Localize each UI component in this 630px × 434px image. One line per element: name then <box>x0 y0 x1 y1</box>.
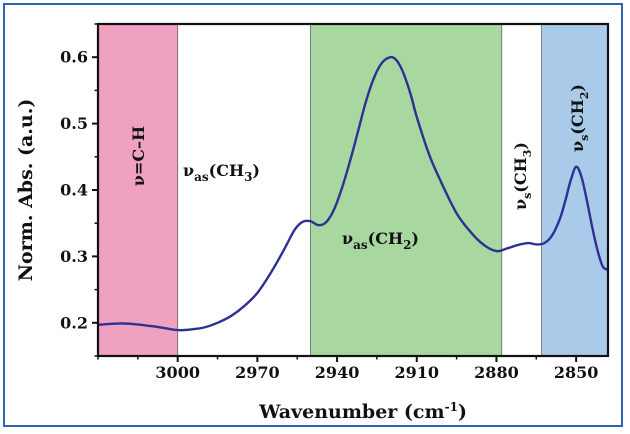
x-tick-label-3000: 3000 <box>155 363 200 382</box>
x-tick-label-2940: 2940 <box>315 363 360 382</box>
x-tick-label-2880: 2880 <box>474 363 519 382</box>
bands-layer <box>97 23 609 357</box>
annotation-vas-ch3: νas(CH3) <box>183 161 260 184</box>
y-tick-label-0.3: 0.3 <box>60 247 88 266</box>
annotation-vs-ch2: νs(CH2) <box>568 84 591 152</box>
curve-layer <box>97 55 609 332</box>
band-label-c-h: ν=C–H <box>129 126 148 186</box>
annotation-vas-ch2: νas(CH2) <box>342 229 419 252</box>
series-line-0 <box>97 55 609 332</box>
y-tick-label-0.2: 0.2 <box>60 313 88 332</box>
x-tick-label-2970: 2970 <box>235 363 280 382</box>
x-tick-label-2910: 2910 <box>394 363 439 382</box>
y-tick-label-0.4: 0.4 <box>60 181 88 200</box>
band-2 <box>541 23 609 357</box>
annotation-vs-ch3: νs(CH3) <box>511 142 534 210</box>
x-tick-label-2850: 2850 <box>554 363 599 382</box>
y-tick-label-0.5: 0.5 <box>60 114 88 133</box>
y-tick-label-0.6: 0.6 <box>60 48 88 67</box>
ticks-layer <box>92 23 578 362</box>
labels-layer: 3000 2970 2940 2910 2880 2850 0.2 0.3 0.4 0.5 0.6 <box>60 48 598 382</box>
band-0 <box>97 23 179 357</box>
y-axis-label: Norm. Abs. (a.u.) <box>15 99 37 282</box>
band-1 <box>310 23 503 357</box>
x-axis-label: Wavenumber (cm-1) <box>258 400 467 423</box>
